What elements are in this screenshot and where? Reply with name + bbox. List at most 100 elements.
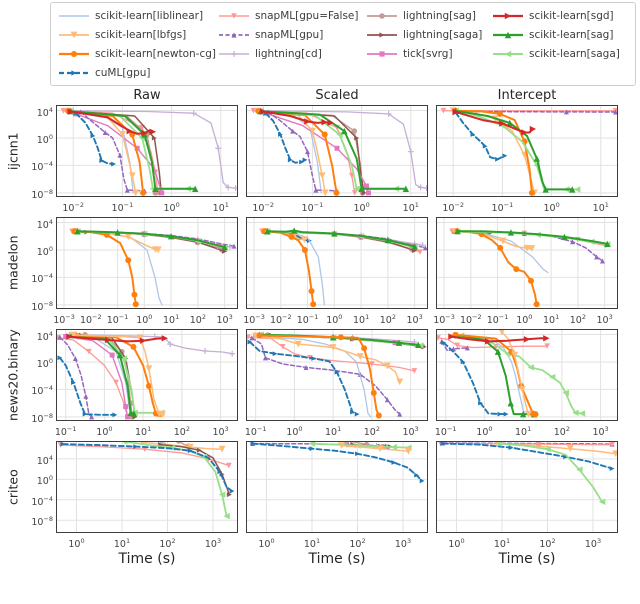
legend-item-sag: scikit-learn[sag] (491, 25, 633, 44)
row-label-news20.binary: news20.binary (5, 329, 21, 421)
panel-news20.binary-raw: 10−1 100 101 102 103 (55, 329, 238, 441)
x-tick-label: 10−1 (487, 313, 509, 326)
x-tick-label: 103 (402, 425, 418, 438)
x-tick-label: 10−1 (297, 313, 319, 326)
y-tick-label: 100 (36, 356, 53, 371)
x-tick-label: 100 (136, 313, 152, 326)
panel-criteo-intercept: 100 101 102 103 (436, 441, 618, 553)
y-tick-label: 10−4 (31, 494, 53, 508)
legend-line-snapml_gpu-icon (219, 31, 249, 38)
legend-item-newton_cg: scikit-learn[newton-cg] (57, 44, 216, 63)
plot-row-madelon: madelon 104 100 10−4 10−8 10−3 10−2 10−1 100 101 1… (4, 217, 640, 329)
row-label-ijcnn1: ijcnn1 (5, 132, 21, 170)
legend-item-lightning_saga: lightning[saga] (365, 25, 489, 44)
series-snapml_cpu (59, 444, 230, 467)
legend-label-tick_svrg: tick[svrg] (403, 47, 453, 60)
series-cuml (442, 341, 508, 416)
x-tick-label: 10−1 (302, 201, 324, 214)
x-tick-label: 102 (554, 425, 570, 438)
series-cuml (58, 356, 116, 416)
y-axis-news20.binary: 104 100 10−4 10−8 (22, 329, 56, 426)
legend-item-sgd: scikit-learn[sgd] (491, 6, 633, 25)
legend-line-lightning_saga-icon (367, 31, 397, 38)
x-tick-label: 103 (212, 425, 228, 438)
x-tick-label: 103 (395, 537, 411, 550)
x-tick-label: 102 (539, 537, 555, 550)
plot-canvas-news20.binary-raw: 10−1 100 101 102 103 (55, 329, 238, 438)
column-title-scaled: Scaled (315, 88, 359, 103)
legend-line-sag-icon (493, 31, 523, 38)
legend-line-liblinear-icon (59, 14, 89, 17)
x-tick-label: 10−2 (460, 313, 482, 326)
x-tick-label: 100 (96, 425, 112, 438)
series-newton_cg (456, 230, 538, 306)
legend-label-liblinear: scikit-learn[liblinear] (95, 9, 204, 22)
legend-line-snapml_cpu-icon (219, 12, 249, 19)
x-tick-label: 100 (258, 537, 274, 550)
legend-column-3: scikit-learn[sgd] scikit-learn[sag] scikit… (491, 6, 633, 82)
plot-grid: ijcnn1 104 100 10−4 10−8 10−2 10−1 100 101 10−2 10… (0, 105, 640, 553)
x-tick-label: 102 (570, 313, 586, 326)
series-sag (76, 230, 226, 249)
plot-row-ijcnn1: ijcnn1 104 100 10−4 10−8 10−2 10−1 100 101 10−2 10… (4, 105, 640, 217)
series-lightning_cd (72, 110, 237, 189)
legend-label-snapml_gpu: snapML[gpu] (255, 28, 324, 41)
panel-ijcnn1-raw: 10−2 10−1 100 101 (56, 105, 238, 217)
plot-canvas-ijcnn1-raw: 10−2 10−1 100 101 (56, 105, 238, 214)
plot-canvas-madelon-scaled: 10−3 10−2 10−1 100 101 102 103 (243, 217, 428, 326)
legend-item-saga: scikit-learn[saga] (491, 44, 633, 63)
panel-madelon-intercept: 10−3 10−2 10−1 100 101 102 103 (433, 217, 618, 329)
legend-label-sgd: scikit-learn[sgd] (529, 9, 614, 22)
series-snapml_gpu (251, 337, 401, 415)
x-tick-label: 10−1 (435, 425, 457, 438)
panel-ijcnn1-scaled: 10−2 10−1 100 101 (246, 105, 428, 217)
y-tick-label: 104 (36, 453, 53, 468)
plot-row-criteo: criteo 104 100 10−4 10−8 100 101 102 103 100 101 10… (4, 441, 640, 553)
series-newton_cg (263, 230, 315, 306)
x-tick-label: 103 (585, 537, 601, 550)
series-cuml (251, 442, 424, 482)
series-sag (456, 230, 609, 245)
panel-news20.binary-intercept: 10−1 100 101 102 103 (435, 329, 618, 441)
x-tick-label: 101 (494, 537, 510, 550)
series-saga (460, 334, 583, 415)
plot-canvas-madelon-raw: 10−3 10−2 10−1 100 101 102 103 (53, 217, 238, 326)
series-sgd (450, 335, 548, 343)
legend-item-lightning_sag: lightning[sag] (365, 6, 489, 25)
legend-line-tick_svrg-icon (367, 50, 397, 57)
panel-madelon-raw: 10−3 10−2 10−1 100 101 102 103 (53, 217, 238, 329)
column-title-intercept: Intercept (497, 88, 557, 103)
series-sag (259, 110, 407, 190)
plot-canvas-criteo-intercept: 100 101 102 103 (436, 441, 618, 550)
series-sgd (454, 110, 534, 134)
x-tick-label: 103 (597, 313, 613, 326)
x-tick-label: 10−1 (112, 201, 134, 214)
x-tick-label: 100 (516, 313, 532, 326)
panel-news20.binary-scaled: 10−1 100 101 102 103 (245, 329, 428, 441)
legend-label-snapml_cpu: snapML[gpu=False] (255, 9, 359, 22)
legend-label-lbfgs: scikit-learn[lbfgs] (95, 28, 187, 41)
series-sag (69, 110, 197, 190)
panel-criteo-raw: 100 101 102 103 (56, 441, 238, 553)
x-tick-label: 100 (448, 537, 464, 550)
series-sgd (68, 335, 166, 343)
x-tick-label: 101 (325, 425, 341, 438)
column-title-raw: Raw (133, 88, 161, 103)
y-tick-label: 10−8 (31, 515, 53, 529)
series-sag (266, 229, 416, 248)
panel-criteo-scaled: 100 101 102 103 (246, 441, 428, 553)
series-snapml_cpu (437, 337, 548, 349)
legend-label-lightning_cd: lightning[cd] (255, 47, 322, 60)
series-snapml_cpu (57, 337, 129, 418)
legend-column-1: snapML[gpu=False] snapML[gpu] lightning[cd… (217, 6, 363, 82)
series-sgd (69, 110, 154, 135)
y-tick-label: 10−4 (31, 272, 53, 286)
series-cuml (74, 112, 115, 165)
panel-ijcnn1-intercept: 10−2 10−1 100 101 (436, 105, 618, 217)
y-tick-label: 10−4 (31, 384, 53, 398)
y-tick-label: 104 (36, 105, 53, 119)
x-tick-label: 102 (190, 313, 206, 326)
x-tick-label: 100 (286, 425, 302, 438)
series-newton_cg (454, 109, 533, 194)
legend-line-lightning_sag-icon (367, 12, 397, 19)
